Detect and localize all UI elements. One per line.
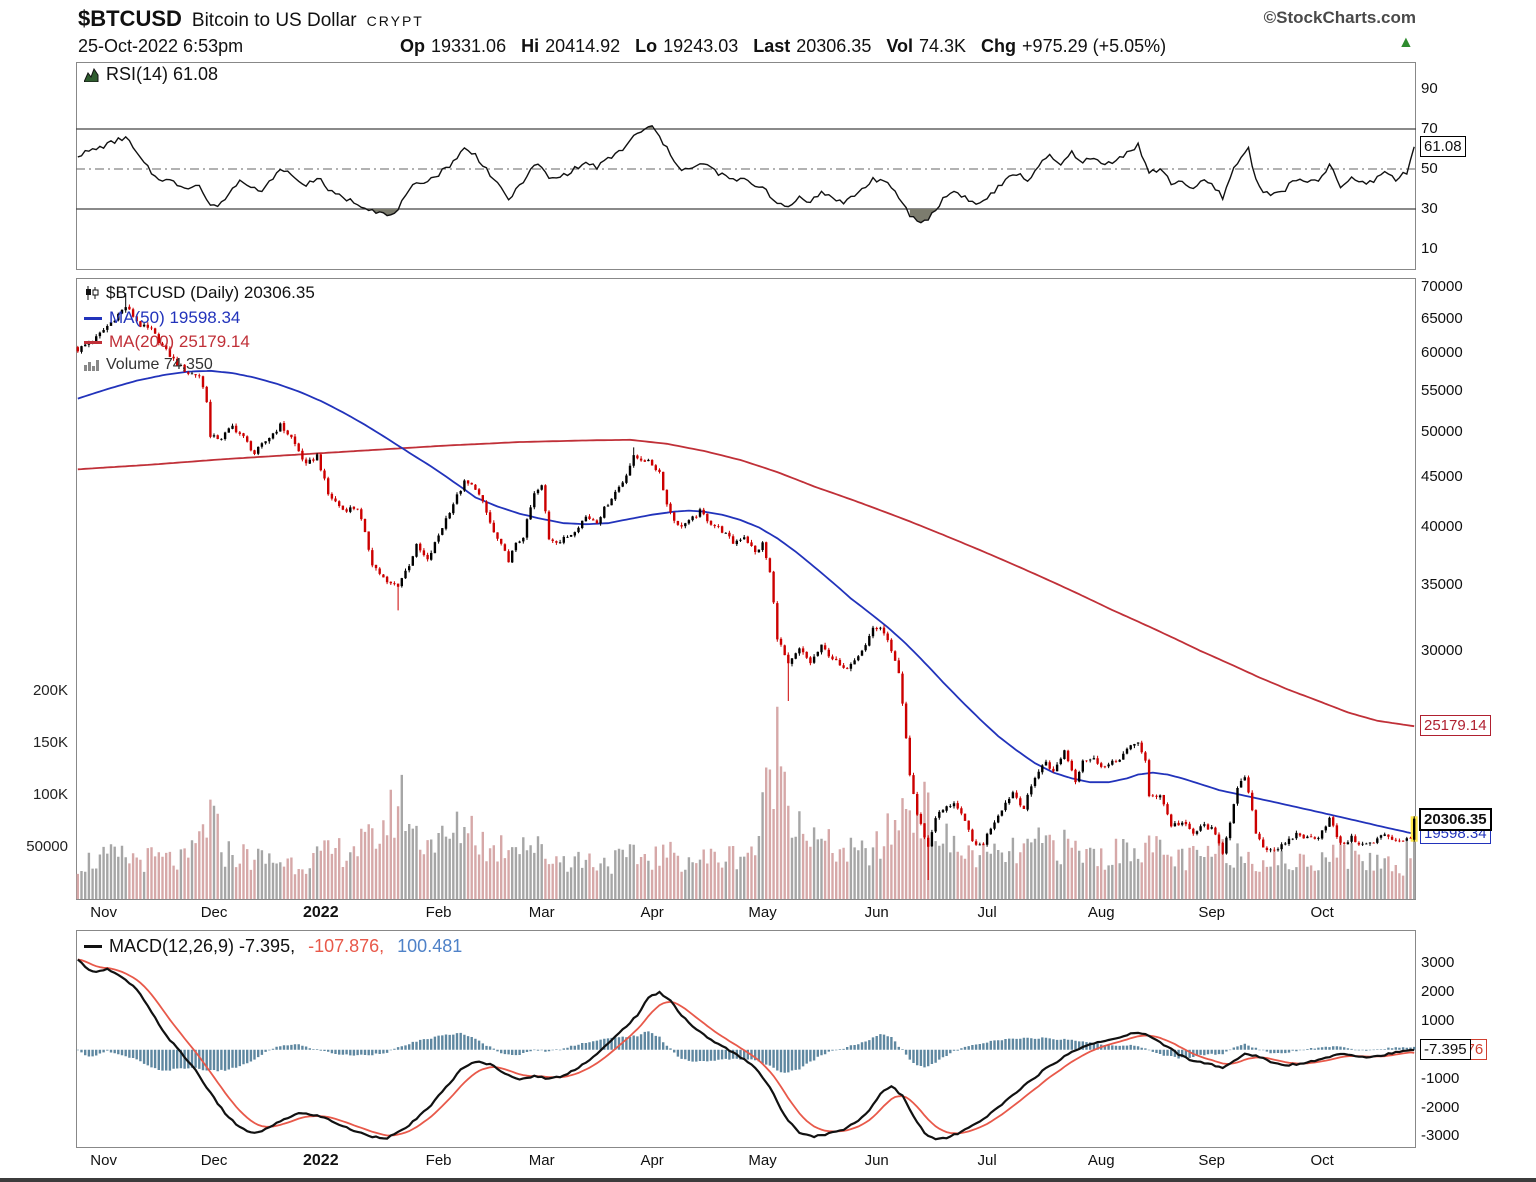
low-label: Lo bbox=[635, 36, 658, 56]
ohlc-quote: Op 19331.06 Hi 20414.92 Lo 19243.03 Last 203… bbox=[400, 36, 1166, 57]
volume-legend: Volume 74,350 bbox=[84, 356, 213, 374]
last-value: 20306.35 bbox=[796, 36, 872, 56]
open-value: 19331.06 bbox=[431, 36, 507, 56]
month-label-aug: Aug bbox=[1087, 904, 1115, 921]
price-legend: $BTCUSD (Daily) 20306.35 bbox=[84, 283, 315, 303]
month-label-nov: Nov bbox=[90, 1152, 117, 1169]
month-label-apr: Apr bbox=[640, 1152, 664, 1169]
candlestick-icon bbox=[86, 286, 99, 300]
macd-axis-tick: 1000 bbox=[1421, 1011, 1455, 1029]
macd-axis-tick: -2000 bbox=[1421, 1098, 1460, 1116]
bottom-divider bbox=[0, 1178, 1536, 1182]
month-label-2022: 2022 bbox=[303, 1152, 339, 1169]
month-label-dec: Dec bbox=[200, 1152, 228, 1169]
month-label-sep: Sep bbox=[1198, 1152, 1226, 1169]
symbol-name: Bitcoin to US Dollar bbox=[191, 10, 357, 31]
macd-panel bbox=[76, 930, 1416, 1148]
ma50-legend: MA(50) 19598.34 bbox=[84, 308, 240, 328]
change-up-icon: ▲ bbox=[1398, 34, 1414, 51]
month-label-jun: Jun bbox=[864, 1152, 889, 1169]
month-label-dec: Dec bbox=[200, 904, 228, 921]
rsi-indicator-icon bbox=[84, 67, 99, 82]
month-label-mar: Mar bbox=[528, 1152, 555, 1169]
price-axis-tick: 50000 bbox=[1421, 422, 1463, 440]
month-label-jul: Jul bbox=[977, 1152, 997, 1169]
macd-legend-value: MACD(12,26,9) -7.395, bbox=[109, 936, 296, 956]
month-label-mar: Mar bbox=[528, 904, 555, 921]
change-value: +975.29 (+5.05%) bbox=[1022, 36, 1167, 56]
last-label: Last bbox=[753, 36, 791, 56]
ma50-legend-text: MA(50) 19598.34 bbox=[109, 308, 241, 327]
price-legend-text: $BTCUSD (Daily) 20306.35 bbox=[106, 283, 315, 302]
rsi-axis-tick: 10 bbox=[1421, 240, 1438, 257]
price-axis-tick: 70000 bbox=[1421, 278, 1463, 296]
month-label-jun: Jun bbox=[864, 904, 889, 921]
volume-legend-text: Volume 74,350 bbox=[106, 356, 213, 373]
month-label-jul: Jul bbox=[977, 904, 997, 921]
ma50-line-swatch bbox=[84, 316, 102, 320]
datetime: 25-Oct-2022 6:53pm bbox=[78, 36, 244, 56]
rsi-axis-tick: 50 bbox=[1421, 160, 1438, 177]
price-panel bbox=[76, 278, 1418, 900]
ma200-legend: MA(200) 25179.14 bbox=[84, 332, 250, 352]
stockcharts-watermark: ©StockCharts.com bbox=[1263, 8, 1416, 27]
month-label-may: May bbox=[748, 1152, 777, 1169]
rsi-axis-tick: 30 bbox=[1421, 200, 1438, 217]
symbol: $BTCUSD bbox=[78, 6, 182, 31]
month-label-nov: Nov bbox=[90, 904, 117, 921]
rsi-panel bbox=[76, 62, 1416, 270]
rsi-legend: RSI(14) 61.08 bbox=[84, 64, 218, 85]
high-label: Hi bbox=[521, 36, 540, 56]
macd-legend: MACD(12,26,9) -7.395, -107.876, 100.481 bbox=[84, 936, 462, 957]
exchange-label: CRYPT bbox=[366, 13, 424, 29]
ma200-line-swatch bbox=[84, 340, 102, 344]
month-label-sep: Sep bbox=[1198, 904, 1226, 921]
month-label-apr: Apr bbox=[640, 904, 664, 921]
volume-axis-tick: 50000 bbox=[26, 838, 68, 855]
open-label: Op bbox=[400, 36, 425, 56]
rsi-axis-tick: 90 bbox=[1421, 80, 1438, 97]
price-axis-tick: 40000 bbox=[1421, 518, 1463, 536]
price-axis-tick: 60000 bbox=[1421, 344, 1463, 362]
price-axis-tick: 45000 bbox=[1421, 467, 1463, 485]
volume-axis-tick: 150K bbox=[32, 734, 68, 751]
price-axis-tick: 30000 bbox=[1421, 641, 1463, 659]
rsi-legend-text: RSI(14) 61.08 bbox=[106, 64, 219, 84]
volume-axis-tick: 100K bbox=[32, 786, 68, 803]
price-axis-tick: 35000 bbox=[1421, 575, 1463, 593]
macd-axis-tick: -1000 bbox=[1421, 1069, 1460, 1087]
volume-value: 74.3K bbox=[919, 36, 967, 56]
month-label-may: May bbox=[748, 904, 777, 921]
ma200-legend-text: MA(200) 25179.14 bbox=[109, 332, 250, 351]
price-axis-tick: 55000 bbox=[1421, 381, 1463, 399]
macd-hist-legend-value: 100.481 bbox=[397, 936, 463, 956]
macd-value-tag: -7.395 bbox=[1420, 1039, 1471, 1061]
macd-signal-legend-value: -107.876, bbox=[308, 936, 385, 956]
change-label: Chg bbox=[981, 36, 1017, 56]
macd-axis-tick: 2000 bbox=[1421, 983, 1455, 1001]
header: $BTCUSD Bitcoin to US Dollar CRYPT bbox=[78, 6, 424, 34]
month-label-aug: Aug bbox=[1087, 1152, 1115, 1169]
low-value: 19243.03 bbox=[663, 36, 739, 56]
macd-line-swatch bbox=[84, 945, 102, 948]
macd-axis-tick: 3000 bbox=[1421, 954, 1455, 972]
price-axis-tick: 65000 bbox=[1421, 309, 1463, 327]
rsi-value-tag: 61.08 bbox=[1420, 135, 1466, 157]
month-label-feb: Feb bbox=[425, 1152, 452, 1169]
month-label-oct: Oct bbox=[1310, 904, 1334, 921]
volume-axis-tick: 200K bbox=[32, 682, 68, 699]
month-label-oct: Oct bbox=[1310, 1152, 1334, 1169]
ma200-value-tag: 25179.14 bbox=[1420, 715, 1491, 737]
volume-label: Vol bbox=[886, 36, 913, 56]
last-price-tag: 20306.35 bbox=[1419, 807, 1492, 831]
high-value: 20414.92 bbox=[545, 36, 621, 56]
rsi-axis-tick: 70 bbox=[1421, 120, 1438, 137]
volume-bars-icon bbox=[84, 360, 99, 371]
month-label-2022: 2022 bbox=[303, 904, 339, 921]
month-label-feb: Feb bbox=[425, 904, 452, 921]
macd-axis-tick: -3000 bbox=[1421, 1127, 1460, 1145]
